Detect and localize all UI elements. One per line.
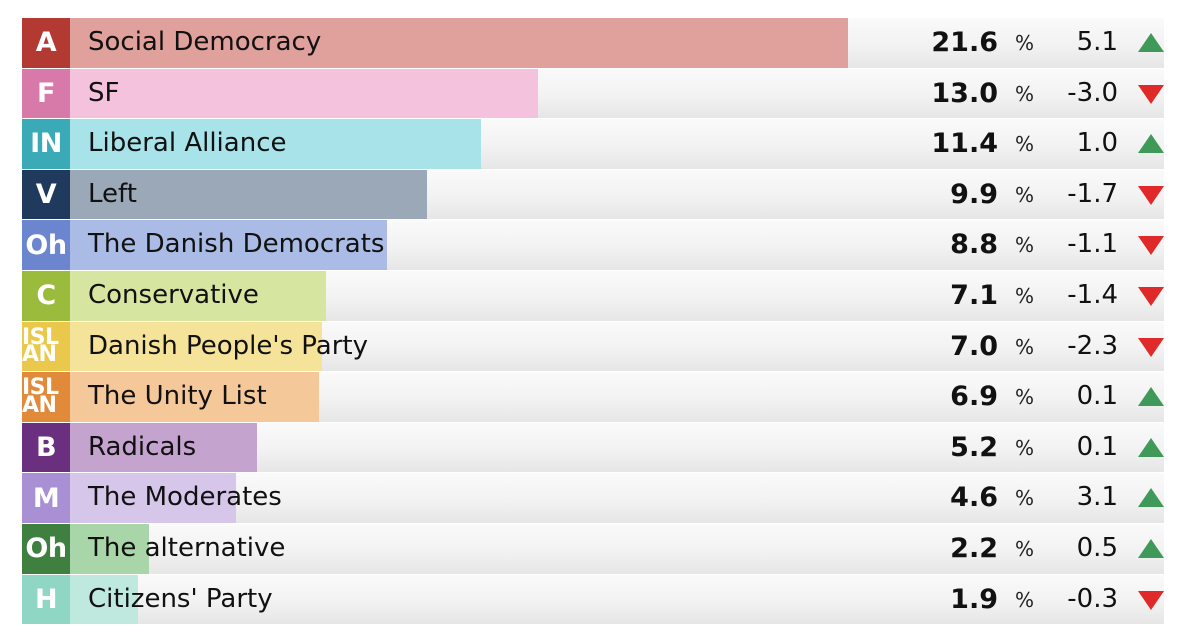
party-letter-badge: V: [22, 169, 70, 220]
table-row: B Radicals 5.2% 0.1: [22, 422, 1164, 474]
party-name: The Danish Democrats: [88, 229, 385, 260]
party-letter-badge: B: [22, 422, 70, 473]
percentage-value: 8.8: [950, 229, 998, 261]
percent-unit: %: [1015, 132, 1035, 157]
party-name: Citizens' Party: [88, 583, 273, 614]
bar: [70, 574, 139, 625]
percent-unit: %: [1015, 233, 1035, 258]
bar: [70, 68, 539, 119]
arrow-up-icon: [1138, 488, 1164, 508]
table-row: ISLAN The Unity List 6.9% 0.1: [22, 372, 1164, 423]
party-letter-badge: F: [22, 68, 70, 119]
change-value: -2.3: [1067, 330, 1118, 361]
party-name: Radicals: [88, 431, 197, 462]
change-value: -1.4: [1067, 279, 1118, 310]
table-row: ISLAN Danish People's Party 7.0% -2.3: [22, 321, 1164, 373]
change-value: -1.7: [1067, 178, 1118, 209]
percentage-value: 2.2: [950, 532, 998, 564]
arrow-up-icon: [1138, 33, 1164, 52]
party-name: SF: [88, 77, 120, 108]
bar: [70, 321, 323, 372]
table-row: H Citizens' Party 1.9% -0.3: [22, 574, 1164, 625]
table-row: A Social Democracy 21.6% 5.1: [22, 18, 1164, 69]
party-letter-badge: Oh: [22, 523, 70, 574]
percent-unit: %: [1015, 536, 1035, 561]
change-value: -1.1: [1067, 229, 1118, 260]
arrow-down-icon: [1138, 185, 1164, 205]
change-value: 1.0: [1076, 128, 1118, 159]
percentage-value: 11.4: [931, 128, 998, 160]
percentage-value: 7.1: [950, 279, 998, 311]
table-row: Oh The alternative 2.2% 0.5: [22, 523, 1164, 575]
party-letter-badge: C: [22, 270, 70, 321]
party-name: Danish People's Party: [88, 330, 368, 361]
arrow-up-icon: [1138, 538, 1164, 558]
percentage-value: 5.2: [950, 431, 998, 463]
arrow-up-icon: [1138, 134, 1164, 154]
bar: [70, 18, 848, 68]
party-letter-badge: A: [22, 18, 70, 68]
party-name: Left: [88, 178, 137, 209]
bar: [70, 372, 319, 422]
party-name: Conservative: [88, 279, 259, 310]
percent-unit: %: [1015, 31, 1035, 55]
percent-unit: %: [1015, 486, 1035, 511]
bar: [70, 523, 150, 574]
change-value: 0.5: [1076, 532, 1118, 563]
percentage-value: 4.6: [950, 482, 998, 514]
arrow-down-icon: [1138, 84, 1164, 104]
change-value: -0.3: [1067, 583, 1118, 614]
percent-unit: %: [1015, 385, 1035, 410]
change-value: 5.1: [1076, 27, 1118, 57]
party-name: The alternative: [88, 532, 286, 563]
percent-unit: %: [1015, 435, 1035, 460]
arrow-up-icon: [1138, 387, 1164, 407]
percentage-value: 13.0: [931, 77, 998, 109]
bar: [70, 473, 236, 523]
bar: [70, 169, 427, 220]
table-row: IN Liberal Alliance 11.4% 1.0: [22, 119, 1164, 170]
party-name: Social Democracy: [88, 27, 322, 57]
percentage-value: 9.9: [950, 178, 998, 210]
bar: [70, 422, 258, 473]
table-row: M The Moderates 4.6% 3.1: [22, 473, 1164, 524]
arrow-down-icon: [1138, 236, 1164, 256]
percentage-value: 21.6: [931, 27, 998, 58]
party-letter-badge: H: [22, 574, 70, 625]
percentage-value: 1.9: [950, 583, 998, 615]
percentage-value: 7.0: [950, 330, 998, 362]
party-name: Liberal Alliance: [88, 128, 287, 159]
bar: [70, 119, 481, 169]
change-value: 3.1: [1076, 482, 1118, 513]
percent-unit: %: [1015, 283, 1035, 308]
percentage-value: 6.9: [950, 381, 998, 413]
party-letter-badge: ISLAN: [22, 321, 70, 372]
poll-results-chart: A Social Democracy 21.6% 5.1 F SF 13.0% -3.0 IN L…: [22, 18, 1164, 625]
party-name: The Unity List: [88, 381, 267, 412]
party-letter-badge: ISLAN: [22, 372, 70, 422]
bar: [70, 220, 387, 270]
arrow-down-icon: [1138, 286, 1164, 306]
percent-unit: %: [1015, 182, 1035, 207]
party-letter-badge: IN: [22, 119, 70, 169]
table-row: C Conservative 7.1% -1.4: [22, 270, 1164, 322]
change-value: -3.0: [1067, 77, 1118, 108]
party-letter-badge: Oh: [22, 220, 70, 270]
percent-unit: %: [1015, 81, 1035, 106]
change-value: 0.1: [1076, 431, 1118, 462]
percent-unit: %: [1015, 334, 1035, 359]
arrow-down-icon: [1138, 590, 1164, 610]
table-row: Oh The Danish Democrats 8.8% -1.1: [22, 220, 1164, 271]
percent-unit: %: [1015, 587, 1035, 612]
arrow-down-icon: [1138, 337, 1164, 357]
table-row: V Left 9.9% -1.7: [22, 169, 1164, 221]
party-name: The Moderates: [88, 482, 282, 513]
arrow-up-icon: [1138, 437, 1164, 457]
change-value: 0.1: [1076, 381, 1118, 412]
party-letter-badge: M: [22, 473, 70, 523]
table-row: F SF 13.0% -3.0: [22, 68, 1164, 120]
bar: [70, 270, 326, 321]
